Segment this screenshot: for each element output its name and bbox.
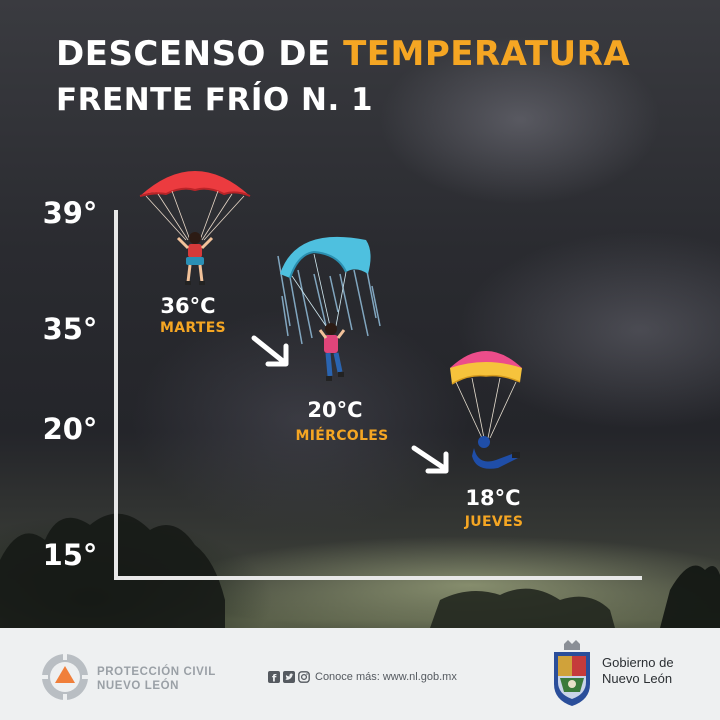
day-jueves: JUEVES [464, 514, 524, 530]
parachute-pink-yellow-icon [450, 351, 522, 469]
arrow-down-right-icon [251, 335, 289, 367]
instagram-icon[interactable] [298, 671, 310, 683]
facebook-icon[interactable]: f [268, 671, 280, 683]
title-highlight: TEMPERATURA [343, 34, 631, 74]
axis-tick-20: 20° [42, 412, 98, 446]
svg-text:f: f [272, 674, 277, 684]
day-miercoles: MIÉRCOLES [295, 428, 389, 444]
temperature-axis [114, 210, 642, 580]
title-prefix: DESCENSO DE [56, 34, 344, 74]
gov-name-line-1: Gobierno de [602, 655, 674, 670]
temp-jueves: 18°C [465, 486, 521, 510]
temp-miercoles: 20°C [307, 398, 363, 422]
twitter-icon[interactable] [283, 671, 295, 683]
temp-martes: 36°C [160, 294, 216, 318]
org-name-line-1: PROTECCIÓN CIVIL [97, 666, 216, 678]
org-name-line-2: NUEVO LEÓN [97, 680, 180, 692]
axis-tick-35: 35° [42, 312, 98, 346]
more-info-link[interactable]: Conoce más: www.nl.gob.mx [315, 671, 457, 683]
background-trees [0, 513, 720, 628]
parachute-blue-icon [277, 236, 381, 381]
social-icons: f [268, 671, 310, 683]
title-line-1: DESCENSO DE TEMPERATURA [56, 34, 630, 74]
gov-name-line-2: Nuevo León [602, 671, 673, 686]
proteccion-civil-logo [40, 652, 90, 702]
arrow-down-right-icon [411, 445, 449, 474]
title-line-2: FRENTE FRÍO N. 1 [56, 82, 374, 118]
day-martes: MARTES [160, 320, 226, 336]
nuevo-leon-shield-logo [554, 640, 590, 706]
footer: PROTECCIÓN CIVIL NUEVO LEÓN f Conoce más… [0, 628, 720, 720]
axis-tick-39: 39° [42, 196, 98, 230]
parachute-red-icon [139, 171, 251, 285]
axis-tick-15: 15° [42, 538, 98, 572]
